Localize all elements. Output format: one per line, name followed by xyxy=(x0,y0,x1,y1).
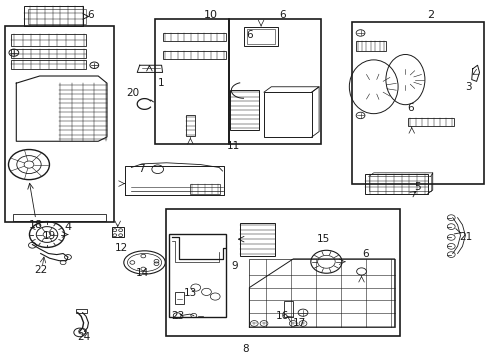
Bar xyxy=(24,6,82,26)
Text: 21: 21 xyxy=(458,232,471,242)
Text: 23: 23 xyxy=(171,311,184,320)
Text: 22: 22 xyxy=(34,265,47,275)
Bar xyxy=(355,41,385,51)
Bar xyxy=(11,49,86,58)
Text: 12: 12 xyxy=(115,243,128,253)
Bar xyxy=(189,184,220,194)
Bar xyxy=(162,33,225,41)
Text: 14: 14 xyxy=(135,268,148,278)
Bar xyxy=(247,29,274,44)
Text: 6: 6 xyxy=(406,103,413,113)
Text: 2: 2 xyxy=(427,10,433,20)
Bar xyxy=(162,51,225,59)
Bar xyxy=(11,60,86,69)
Bar xyxy=(155,19,228,144)
Text: 3: 3 xyxy=(465,82,471,92)
Text: 6: 6 xyxy=(279,10,285,20)
Bar xyxy=(368,176,430,192)
Text: 7: 7 xyxy=(138,164,144,174)
Text: 24: 24 xyxy=(77,332,90,342)
Bar xyxy=(175,292,183,304)
Text: 18: 18 xyxy=(29,220,43,230)
Bar xyxy=(185,116,194,136)
Bar xyxy=(407,118,453,126)
Text: 6: 6 xyxy=(362,248,368,258)
Text: 13: 13 xyxy=(184,288,197,298)
Text: 1: 1 xyxy=(157,78,163,88)
Bar xyxy=(165,209,399,336)
Text: 5: 5 xyxy=(413,182,420,192)
Bar xyxy=(351,22,484,184)
Bar xyxy=(11,34,86,45)
Text: 9: 9 xyxy=(231,261,238,271)
Text: 8: 8 xyxy=(242,343,249,354)
Bar xyxy=(264,92,311,137)
Bar xyxy=(239,223,274,256)
Text: 19: 19 xyxy=(43,231,56,240)
Bar xyxy=(283,301,293,317)
Text: 15: 15 xyxy=(316,234,329,244)
Text: 16: 16 xyxy=(275,311,288,320)
Bar xyxy=(27,9,86,24)
Bar xyxy=(228,19,320,144)
Text: 20: 20 xyxy=(125,88,139,98)
Text: 6: 6 xyxy=(87,10,94,20)
Bar xyxy=(4,26,114,222)
Bar xyxy=(244,27,277,46)
Text: 4: 4 xyxy=(64,222,71,231)
Bar xyxy=(112,227,123,237)
Text: 17: 17 xyxy=(292,319,305,328)
Bar xyxy=(229,90,259,130)
Bar xyxy=(168,234,225,317)
Text: 11: 11 xyxy=(227,141,240,151)
Bar xyxy=(365,174,427,194)
Bar xyxy=(249,259,394,327)
Text: 10: 10 xyxy=(203,10,217,20)
Bar xyxy=(13,214,105,221)
Text: 6: 6 xyxy=(245,30,252,40)
Bar xyxy=(76,309,87,314)
